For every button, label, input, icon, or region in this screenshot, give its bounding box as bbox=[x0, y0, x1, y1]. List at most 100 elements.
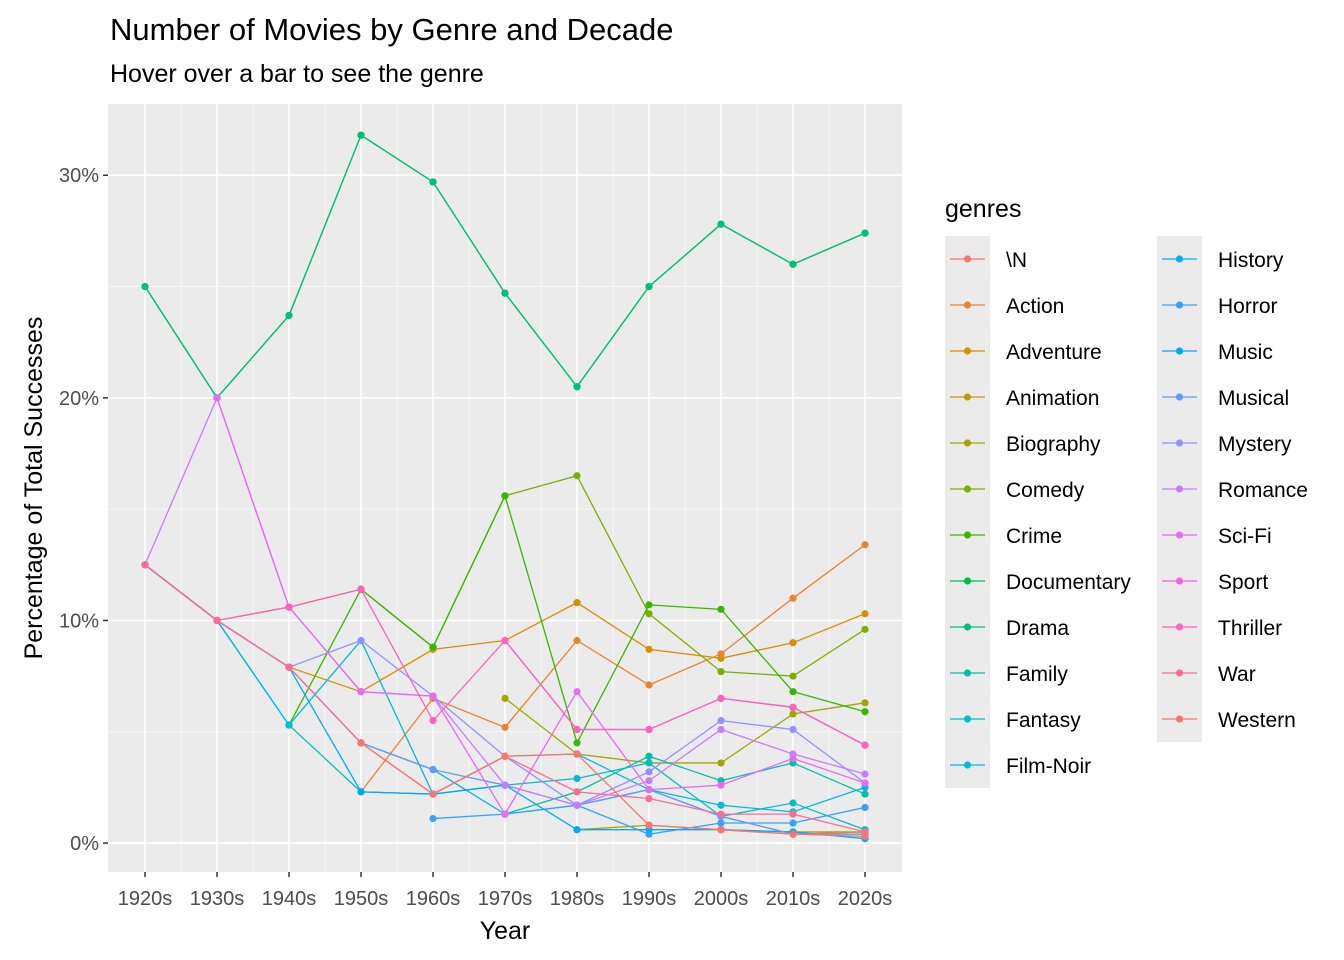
data-point[interactable] bbox=[573, 599, 581, 607]
legend-item[interactable]: Adventure bbox=[950, 341, 1102, 364]
data-point[interactable] bbox=[645, 645, 653, 653]
data-point[interactable] bbox=[861, 708, 869, 716]
legend-item[interactable]: Family bbox=[950, 663, 1068, 686]
data-point[interactable] bbox=[501, 752, 509, 760]
data-point[interactable] bbox=[645, 681, 653, 689]
data-point[interactable] bbox=[645, 601, 653, 609]
data-point[interactable] bbox=[213, 616, 221, 625]
data-point[interactable] bbox=[429, 692, 437, 700]
data-point[interactable] bbox=[573, 801, 581, 809]
data-point[interactable] bbox=[645, 786, 653, 794]
data-point[interactable] bbox=[141, 561, 149, 569]
data-point[interactable] bbox=[789, 819, 797, 827]
legend-item[interactable]: Documentary bbox=[950, 571, 1131, 594]
data-point[interactable] bbox=[645, 821, 653, 829]
data-point[interactable] bbox=[789, 260, 797, 268]
data-point[interactable] bbox=[789, 672, 797, 680]
legend-item[interactable]: Action bbox=[950, 295, 1064, 318]
legend-item[interactable]: Horror bbox=[1162, 295, 1278, 318]
series-western[interactable] bbox=[357, 739, 869, 840]
data-point[interactable] bbox=[501, 810, 509, 818]
data-point[interactable] bbox=[717, 694, 725, 702]
legend-item[interactable]: Animation bbox=[950, 387, 1099, 410]
data-point[interactable] bbox=[573, 739, 581, 747]
data-point[interactable] bbox=[357, 788, 365, 796]
data-point[interactable] bbox=[861, 625, 869, 633]
legend-item[interactable]: War bbox=[1162, 663, 1256, 686]
data-point[interactable] bbox=[645, 610, 653, 618]
data-point[interactable] bbox=[501, 694, 509, 702]
data-point[interactable] bbox=[429, 178, 437, 186]
data-point[interactable] bbox=[717, 605, 725, 613]
legend-item[interactable]: \N bbox=[950, 249, 1027, 272]
data-point[interactable] bbox=[429, 766, 437, 774]
data-point[interactable] bbox=[789, 639, 797, 647]
legend-item[interactable]: Crime bbox=[950, 525, 1062, 548]
data-point[interactable] bbox=[789, 710, 797, 718]
legend-item[interactable]: Music bbox=[1162, 341, 1273, 364]
legend-item[interactable]: History bbox=[1162, 249, 1284, 272]
data-point[interactable] bbox=[789, 830, 797, 838]
data-point[interactable] bbox=[645, 768, 653, 776]
legend-item[interactable]: Sport bbox=[1162, 571, 1268, 594]
data-point[interactable] bbox=[285, 603, 293, 611]
data-point[interactable] bbox=[861, 699, 869, 707]
data-point[interactable] bbox=[861, 741, 869, 749]
data-point[interactable] bbox=[717, 725, 725, 734]
data-point[interactable] bbox=[357, 688, 365, 696]
legend-item[interactable]: Film-Noir bbox=[950, 755, 1091, 778]
data-point[interactable] bbox=[861, 610, 869, 618]
data-point[interactable] bbox=[573, 774, 581, 783]
data-point[interactable] bbox=[501, 289, 509, 297]
data-point[interactable] bbox=[717, 801, 725, 809]
legend-item[interactable]: Musical bbox=[1162, 387, 1289, 410]
data-point[interactable] bbox=[717, 717, 725, 725]
data-point[interactable] bbox=[717, 668, 725, 676]
data-point[interactable] bbox=[645, 777, 653, 785]
data-point[interactable] bbox=[861, 832, 869, 840]
data-point[interactable] bbox=[573, 788, 581, 796]
legend-item[interactable]: Biography bbox=[950, 433, 1101, 456]
legend-item[interactable]: Thriller bbox=[1162, 617, 1282, 640]
data-point[interactable] bbox=[429, 790, 437, 798]
data-point[interactable] bbox=[645, 752, 653, 760]
data-point[interactable] bbox=[573, 472, 581, 480]
data-point[interactable] bbox=[789, 799, 797, 807]
data-point[interactable] bbox=[501, 492, 509, 500]
data-point[interactable] bbox=[789, 594, 797, 602]
data-point[interactable] bbox=[357, 585, 365, 593]
data-point[interactable] bbox=[861, 770, 869, 778]
data-point[interactable] bbox=[573, 826, 581, 834]
data-point[interactable] bbox=[645, 282, 653, 291]
data-point[interactable] bbox=[789, 754, 797, 763]
data-point[interactable] bbox=[429, 717, 437, 725]
data-point[interactable] bbox=[717, 819, 725, 827]
data-point[interactable] bbox=[645, 759, 653, 767]
data-point[interactable] bbox=[645, 725, 653, 734]
data-point[interactable] bbox=[717, 781, 725, 789]
data-point[interactable] bbox=[645, 794, 653, 803]
legend-item[interactable]: Western bbox=[1162, 709, 1296, 732]
data-point[interactable] bbox=[717, 826, 725, 834]
data-point[interactable] bbox=[357, 131, 365, 139]
legend-item[interactable]: Sci-Fi bbox=[1162, 525, 1272, 548]
data-point[interactable] bbox=[501, 723, 509, 731]
data-point[interactable] bbox=[285, 663, 293, 671]
data-point[interactable] bbox=[501, 636, 509, 645]
data-point[interactable] bbox=[573, 383, 581, 391]
series-layer[interactable] bbox=[141, 131, 869, 843]
series-sci-fi[interactable] bbox=[213, 394, 869, 818]
legend-item[interactable]: Comedy bbox=[950, 479, 1085, 502]
data-point[interactable] bbox=[573, 725, 581, 734]
data-point[interactable] bbox=[573, 636, 581, 645]
legend[interactable]: genres \N Action Adventure Animation Biograp… bbox=[945, 195, 1308, 788]
legend-item[interactable]: Fantasy bbox=[950, 709, 1081, 732]
data-point[interactable] bbox=[717, 654, 725, 662]
data-point[interactable] bbox=[789, 703, 797, 711]
data-point[interactable] bbox=[861, 790, 869, 798]
data-point[interactable] bbox=[357, 636, 365, 645]
data-point[interactable] bbox=[213, 394, 221, 402]
legend-item[interactable]: Mystery bbox=[1162, 433, 1292, 456]
data-point[interactable] bbox=[861, 779, 869, 787]
data-point[interactable] bbox=[429, 814, 437, 823]
